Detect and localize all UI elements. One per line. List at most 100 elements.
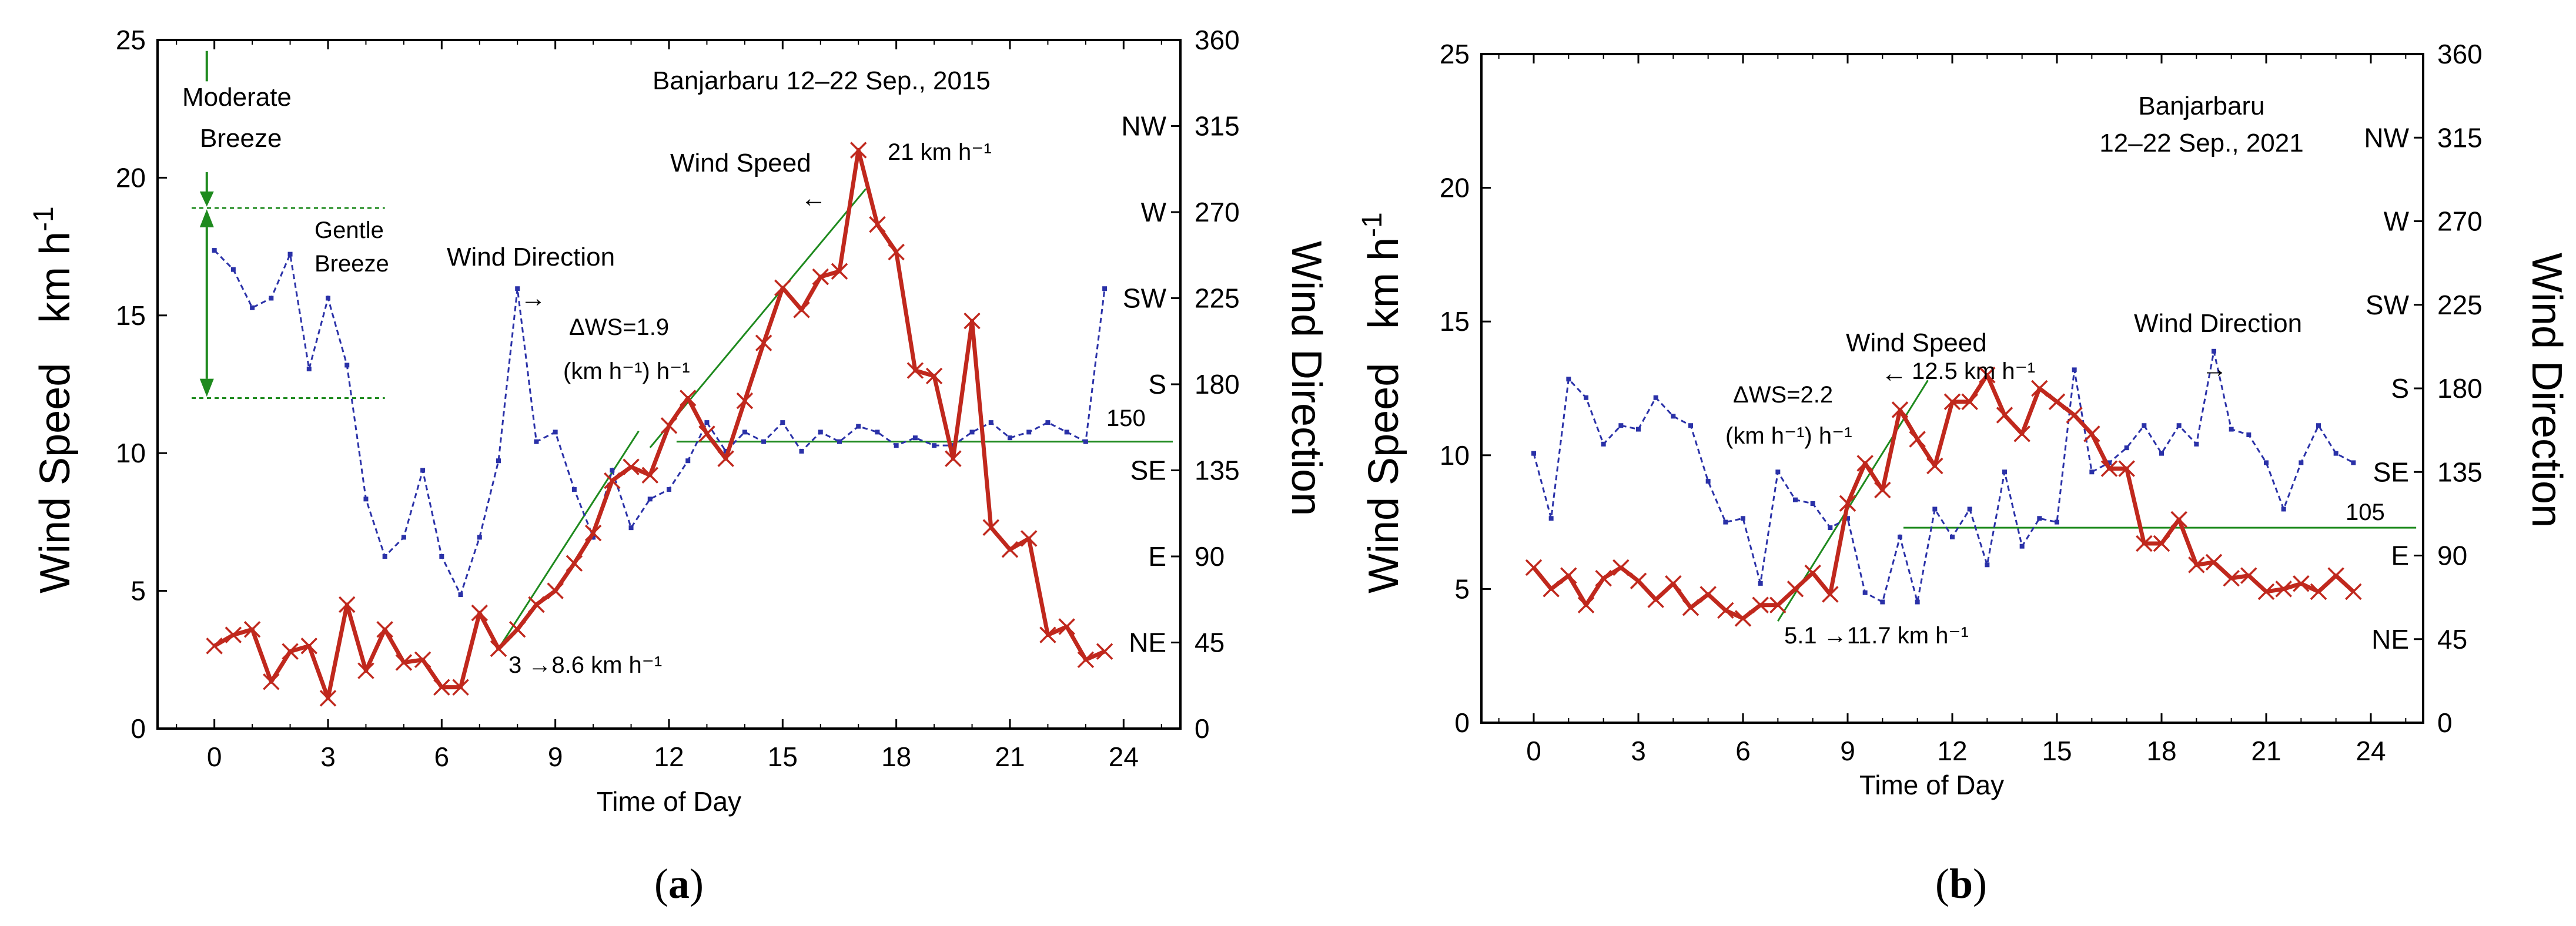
panel-a-wind-speed-marker-stroke: [906, 362, 924, 379]
panel-b-wind-speed-marker-stroke: [1525, 559, 1543, 576]
panel-a-range-text: 3 →8.6 km h⁻¹: [508, 652, 662, 678]
panel-a-compass-label: SE: [1130, 455, 1166, 486]
panel-a-wind-direction-point: [761, 439, 767, 444]
panel-b-wind-speed-point: [1996, 407, 2013, 424]
panel-b-y2-tick-label: 135: [2437, 457, 2483, 487]
panel-b-wind-speed-point: [2188, 556, 2205, 573]
panel-a-wind-speed-marker-stroke: [508, 620, 526, 638]
panel-a-wind-direction-point: [591, 535, 596, 540]
panel-b-wind-direction-point: [1880, 599, 1885, 605]
panel-a-wind-direction-point: [306, 366, 312, 371]
panel-a-wind-speed-marker-stroke: [471, 604, 489, 622]
panel-a-wind-speed-point: [490, 640, 507, 657]
panel-b-compass-label: NE: [2371, 624, 2409, 655]
panel-a-wind-speed-marker-stroke: [584, 524, 602, 542]
panel-a-wind-direction-point: [269, 296, 274, 301]
panel-a-label: (a): [654, 860, 704, 907]
panel-a-wind-speed-marker-stroke: [1077, 651, 1095, 669]
panel-a-wind-speed-point: [849, 142, 867, 159]
panel-a-wind-speed-marker-stroke: [225, 626, 242, 643]
panel-b-wind-direction-point: [1967, 506, 1972, 512]
panel-a-label-letter: a: [668, 860, 690, 907]
panel-a-wind-speed-point: [1096, 643, 1113, 660]
panel-a-gentle-breeze-line2: Breeze: [315, 251, 389, 277]
panel-b-wind-speed-marker-stroke: [1665, 575, 1682, 592]
panel-a-wind-speed-marker-stroke: [528, 596, 545, 613]
panel-b-wind-speed-marker-stroke: [2136, 535, 2153, 552]
panel-b-wind-speed-point: [2048, 393, 2066, 410]
panel-b-wind-speed-point: [2257, 583, 2275, 600]
panel-a-wind-speed-point: [604, 472, 621, 489]
panel-a-wind-speed-point: [471, 604, 489, 622]
panel-a-wind-speed-marker-stroke: [698, 425, 715, 442]
panel-a-wind-speed-marker-stroke: [925, 367, 943, 385]
panel-b-wind-speed-marker-stroke: [1909, 431, 1926, 448]
panel-b-wind-direction-point: [1775, 469, 1781, 475]
panel-b-wind-speed-marker-stroke: [2066, 407, 2083, 424]
panel-a-wind-direction-point: [344, 363, 350, 368]
panel-b-y-tick-label: 10: [1440, 440, 1470, 471]
panel-b-wind-speed-point: [1979, 367, 1996, 384]
panel-b-wind-direction-point: [2176, 423, 2182, 428]
panel-b-title-line1: Banjarbaru: [2138, 92, 2264, 120]
panel-a-wind-speed-point: [964, 312, 981, 330]
panel-a-compass-label: SW: [1123, 283, 1167, 314]
panel-b-y-axis-unit: km h-1: [1357, 212, 1407, 329]
panel-b-wind-direction-point: [2072, 367, 2077, 373]
panel-b-wind-direction-point: [2281, 506, 2286, 512]
panel-b-y2-axis-title: Wind Direction: [2523, 253, 2570, 528]
panel-b-wind-speed-point: [2345, 583, 2362, 600]
panel-a-wind-speed-marker-stroke: [338, 596, 356, 613]
panel-b-dws-line2: (km h⁻¹) h⁻¹: [1725, 423, 1852, 449]
panel-b-wind-speed-point: [2153, 535, 2170, 552]
panel-b-wind-speed-point: [1909, 431, 1926, 448]
panel-b-wind-speed-point: [2136, 535, 2153, 552]
panel-b-wind-speed-point: [1682, 599, 1700, 616]
panel-b-wind-direction-point: [1932, 506, 1938, 512]
panel-b-y-tick-label: 5: [1454, 573, 1470, 604]
panel-b-wind-speed-point: [1822, 586, 1839, 603]
panel-b-wind-speed-marker-stroke: [1943, 393, 1961, 410]
panel-b-x-tick-label: 6: [1735, 736, 1751, 766]
panel-b-wind-speed-marker-stroke: [1560, 567, 1577, 584]
panel-a-wind-direction-point: [969, 430, 975, 435]
panel-b-wind-speed-marker-stroke: [1682, 599, 1700, 616]
panel-b-wind-speed-marker-stroke: [2031, 380, 2048, 397]
panel-b-wind-speed-point: [2327, 567, 2344, 584]
panel-b-y2-tick-label: 360: [2437, 39, 2483, 69]
panel-a-wind-direction-line: [213, 250, 1106, 598]
panel-a-wind-direction-label: Wind Direction: [447, 243, 615, 271]
panel-b-wind-direction-point: [1862, 590, 1868, 595]
panel-b-x-tick-label: 12: [1937, 736, 1967, 766]
panel-b-wind-direction-point: [2264, 460, 2269, 465]
panel-a-y2-tick-label: 315: [1195, 111, 1240, 142]
panel-a-wind-speed-marker-stroke: [452, 679, 469, 696]
panel-b-wind-speed-point: [1943, 393, 1961, 410]
panel-a-trend-line-late: [649, 188, 867, 448]
panel-a-wind-speed-point: [945, 450, 962, 467]
panel-b-wind-direction-point: [2333, 451, 2339, 456]
panel-b-wind-direction-point: [2055, 519, 2059, 525]
panel-a-wind-speed-point: [263, 673, 280, 690]
panel-a-wind-direction-point: [382, 554, 387, 559]
panel-a-wind-direction-point: [439, 554, 444, 559]
panel-b-wind-direction-arrow: →: [2202, 354, 2227, 383]
panel-b-wind-speed-label: Wind Speed: [1846, 328, 1987, 357]
panel-a-wind-speed-marker-stroke: [849, 142, 867, 159]
panel-b-x-tick-label: 0: [1526, 736, 1541, 766]
panel-a-y-tick-label: 10: [116, 438, 146, 468]
panel-b-wind-speed-marker-stroke: [2170, 511, 2187, 528]
panel-b-wind-direction-point: [2002, 469, 2007, 475]
panel-a-wind-speed-point: [528, 596, 545, 613]
panel-b-wind-speed-marker-stroke: [1961, 393, 1978, 410]
panel-a-wind-speed-point: [508, 620, 526, 638]
panel-b-wind-direction-point: [1810, 501, 1815, 506]
panel-a-y-unit-exp: -1: [28, 206, 59, 231]
panel-a-wind-speed-point: [982, 519, 1000, 536]
panel-b-x-tick-label: 3: [1631, 736, 1646, 766]
panel-a-y2-tick-label: 0: [1195, 713, 1210, 744]
panel-b-wind-direction-point: [1618, 423, 1624, 428]
panel-a-wind-speed-marker-stroke: [1020, 530, 1038, 547]
panel-a-wind-direction-point: [515, 286, 520, 291]
panel-b-y-tick-label: 0: [1454, 707, 1470, 738]
